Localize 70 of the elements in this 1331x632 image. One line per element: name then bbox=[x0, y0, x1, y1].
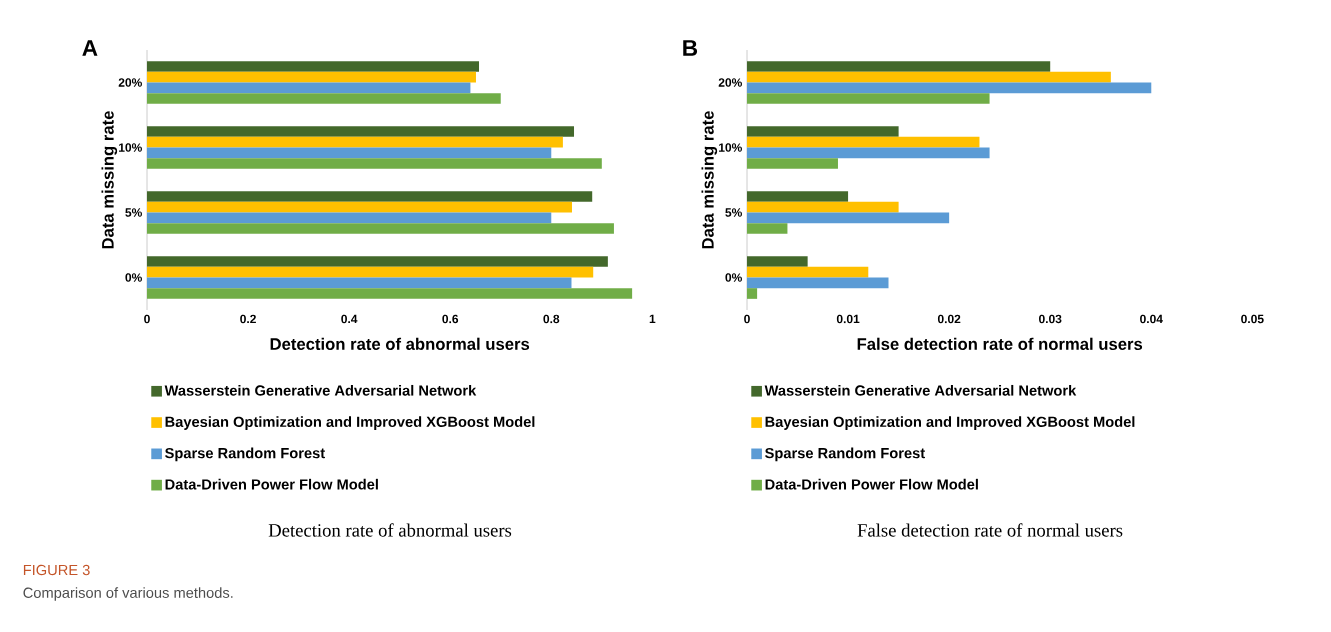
x-tick-label: 0.04 bbox=[1140, 314, 1163, 324]
bar bbox=[747, 136, 980, 148]
bar bbox=[747, 158, 838, 169]
bar bbox=[747, 93, 990, 104]
x-tick-label: 0.8 bbox=[543, 314, 560, 324]
x-axis-title: False detection rate of normal users bbox=[857, 337, 1143, 350]
chart-title: A bbox=[82, 40, 98, 56]
bar bbox=[147, 256, 608, 267]
bar bbox=[147, 126, 575, 137]
legend-label: Wasserstein Generative Adversarial Network bbox=[164, 384, 477, 396]
x-tick-label: 1 bbox=[649, 314, 656, 323]
bar bbox=[747, 191, 849, 202]
bar bbox=[747, 288, 758, 299]
legend-label: Sparse Random Forest bbox=[765, 447, 925, 462]
bar bbox=[747, 223, 788, 234]
x-tick-label: 0.6 bbox=[442, 314, 459, 324]
bar bbox=[147, 212, 552, 224]
y-axis-title: Data missing rate bbox=[101, 111, 118, 249]
bar bbox=[747, 61, 1051, 72]
bar bbox=[747, 201, 899, 213]
bar bbox=[147, 223, 614, 234]
x-tick-label: 0.03 bbox=[1039, 314, 1062, 324]
legend-label: Sparse Random Forest bbox=[165, 447, 325, 462]
legend-label: Bayesian Optimization and Improved XGBoost Model bbox=[765, 416, 1135, 430]
legend-label: Wasserstein Generative Adversarial Network bbox=[764, 384, 1077, 396]
bar bbox=[147, 93, 501, 104]
x-tick-label: 0.05 bbox=[1241, 314, 1264, 324]
y-tick-label: 20% bbox=[118, 78, 142, 87]
x-tick-label: 0.02 bbox=[937, 314, 961, 324]
y-tick-label: 5% bbox=[725, 208, 742, 217]
bar bbox=[147, 158, 602, 169]
y-tick-label: 10% bbox=[119, 143, 142, 152]
bar bbox=[147, 288, 633, 299]
y-axis-title: Data missing rate bbox=[701, 111, 718, 249]
bar bbox=[147, 61, 480, 72]
bar bbox=[747, 212, 950, 224]
bar bbox=[147, 136, 563, 148]
x-tick-label: 0 bbox=[144, 314, 150, 324]
bar bbox=[747, 277, 889, 289]
legend-label: Data-Driven Power Flow Model bbox=[765, 478, 978, 490]
legend-label: Data-Driven Power Flow Model bbox=[165, 478, 378, 490]
bar bbox=[747, 266, 869, 278]
x-tick-label: 0.4 bbox=[341, 314, 358, 324]
bar bbox=[747, 82, 1152, 94]
bar bbox=[147, 147, 552, 159]
x-tick-label: 0 bbox=[744, 314, 750, 324]
x-tick-label: 0.2 bbox=[240, 314, 256, 324]
chart-title: B bbox=[683, 40, 698, 56]
x-axis-title: Detection rate of abnormal users bbox=[270, 337, 530, 350]
bar bbox=[147, 191, 593, 202]
y-tick-label: 10% bbox=[719, 143, 742, 152]
bar bbox=[747, 126, 899, 137]
bar bbox=[147, 82, 471, 94]
bar bbox=[747, 71, 1111, 83]
bar bbox=[747, 256, 808, 267]
y-tick-label: 5% bbox=[125, 208, 142, 217]
x-tick-label: 0.01 bbox=[836, 314, 860, 324]
legend-label: Bayesian Optimization and Improved XGBoost Model bbox=[165, 416, 535, 430]
text: Comparison of various methods. bbox=[23, 587, 233, 601]
bar bbox=[147, 277, 572, 289]
y-tick-label: 0% bbox=[725, 273, 742, 282]
bar bbox=[747, 147, 990, 159]
y-tick-label: 20% bbox=[718, 78, 742, 87]
bar bbox=[147, 266, 594, 278]
bar bbox=[147, 71, 476, 83]
text: False detection rate of normal users bbox=[857, 523, 1123, 537]
caption: FIGURE 3 bbox=[23, 564, 90, 576]
text: Detection rate of abnormal users bbox=[268, 523, 512, 537]
bar bbox=[147, 201, 572, 213]
y-tick-label: 0% bbox=[125, 273, 142, 282]
